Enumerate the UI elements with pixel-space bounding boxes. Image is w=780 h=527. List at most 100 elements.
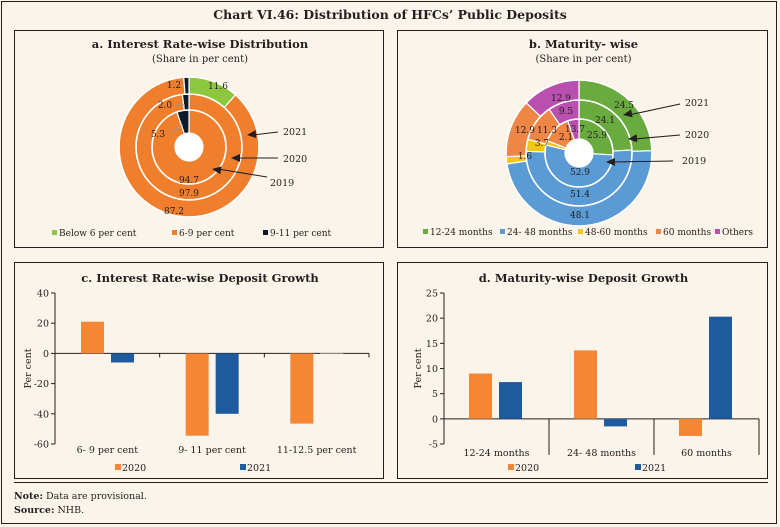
donut-slice-2021-9-11-per-cent <box>183 76 190 95</box>
bar-chart-c: c. Interest Rate-wise Deposit Growth 40 20… <box>23 271 370 474</box>
ring-pointer-2021 <box>628 103 681 116</box>
bar-2021-24-48-months <box>604 418 627 427</box>
leader-line <box>170 124 184 134</box>
data-label-2021-6-9-per-cent: 87.2 <box>164 207 184 217</box>
ring-label-2019: 2019 <box>682 156 706 167</box>
x-tick-label-9-11-per-cent: 9- 11 per cent <box>178 445 246 456</box>
legend-label-60-months: 60 months <box>663 228 711 238</box>
data-label-2019-24-48-months: 52.9 <box>570 168 590 178</box>
source-label: Source: <box>14 505 55 516</box>
arrowhead-2021 <box>623 109 633 118</box>
data-label-2021-24-48-months: 48.1 <box>570 211 590 221</box>
donut-hole <box>565 139 593 167</box>
donut-chart-a: a. Interest Rate-wise Distribution (Share… <box>52 37 331 239</box>
data-label-2021-48-60-months: 1.6 <box>518 152 533 162</box>
data-label-2021-12-24-months: 24.5 <box>614 101 634 111</box>
ring-separator <box>151 109 227 185</box>
data-label-2020-9-11-per-cent: 2.0 <box>158 101 173 111</box>
legend-label-2020: 2020 <box>515 463 539 474</box>
data-label-2021-9-11-per-cent: 1.2 <box>167 81 181 91</box>
y-axis-label: Per cent <box>23 348 34 388</box>
legend-label-2020: 2020 <box>122 463 146 474</box>
arrowhead-2019 <box>606 157 616 166</box>
donut-chart-b: b. Maturity- wise (Share in per cent) 24.5… <box>423 37 753 238</box>
bar-2020-12-24-months <box>469 373 492 419</box>
chart-subtitle: (Share in per cent) <box>152 54 248 65</box>
legend-swatch-2021 <box>240 464 246 470</box>
bar-2021-12-24-months <box>499 382 522 419</box>
legend-swatch-below-6-per-cent <box>52 230 57 235</box>
bar-2021-6-9-per-cent <box>111 353 134 363</box>
legend-swatch-2020 <box>115 464 121 470</box>
bar-2020-11-12-5-per-cent <box>290 353 314 424</box>
ring-pointer-2020 <box>633 134 681 140</box>
ring-pointer-2019 <box>611 160 674 163</box>
data-label-2019-6-9-per-cent: 94.7 <box>179 176 199 186</box>
y-axis-label: Per cent <box>413 348 424 388</box>
ring-pointer-2021 <box>252 131 279 136</box>
donut-hole <box>175 133 203 161</box>
ring-pointer-2019 <box>217 168 268 178</box>
chart-subtitle: (Share in per cent) <box>535 54 631 65</box>
data-label-2019-48-60-months: 2.1 <box>559 133 573 143</box>
y-tick-label: 20 <box>37 319 49 330</box>
ring-separator <box>525 99 633 207</box>
chart-title: d. Maturity-wise Deposit Growth <box>479 271 689 285</box>
legend-swatch-60-months <box>656 229 661 234</box>
ring-separator <box>118 76 260 218</box>
x-tick-label-11-12-5-per-cent: 11-12.5 per cent <box>277 445 357 456</box>
data-label-2020-12-24-months: 24.1 <box>595 116 615 126</box>
data-label-2021-others: 12.9 <box>551 94 571 104</box>
bar-2020-24-48-months <box>574 350 597 419</box>
legend-swatch-others <box>715 229 720 234</box>
y-tick-label: -20 <box>34 379 49 390</box>
x-tick-label-60-months: 60 months <box>681 448 732 459</box>
data-label-2019-60-months: 13.7 <box>565 125 585 135</box>
legend-label-9-11-per-cent: 9-11 per cent <box>270 229 331 239</box>
arrowhead-2020 <box>628 134 638 143</box>
arrowhead-2021 <box>247 130 257 139</box>
y-tick-label: 20 <box>426 314 438 325</box>
bar-2021-11-12-5-per-cent <box>320 353 344 355</box>
y-tick-label: -60 <box>34 440 49 451</box>
panel-maturity-distribution: b. Maturity- wise (Share in per cent) 24.5… <box>397 30 768 248</box>
chart-title: a. Interest Rate-wise Distribution <box>92 37 309 51</box>
bar-2020-60-months <box>679 418 702 436</box>
chart-title: b. Maturity- wise <box>529 37 638 51</box>
y-tick-label: 25 <box>426 289 438 300</box>
footnotes: Note: Data are provisional. Source: NHB. <box>14 490 147 518</box>
x-tick-label-24-48-months: 24- 48 months <box>567 448 636 459</box>
x-tick-label-6-9-per-cent: 6- 9 per cent <box>77 445 139 456</box>
legend-swatch-9-11-per-cent <box>263 230 268 235</box>
y-tick-label: 5 <box>432 389 438 400</box>
arrowhead-2020 <box>231 154 240 162</box>
legend-swatch-2020 <box>508 464 514 470</box>
note-line: Note: Data are provisional. <box>14 490 147 504</box>
legend-label-48-60-months: 48-60 months <box>585 228 648 238</box>
data-label-2020-48-60-months: 3.7 <box>535 139 550 149</box>
bar-2021-60-months <box>709 316 732 419</box>
bar-2020-9-11-per-cent <box>185 353 209 436</box>
data-label-2021-below-6-per-cent: 11.6 <box>208 82 228 92</box>
legend-label-others: Others <box>722 228 753 238</box>
data-label-2020-24-48-months: 51.4 <box>570 190 590 200</box>
legend-swatch-48-60-months <box>578 229 583 234</box>
ring-separator <box>544 118 614 188</box>
bar-2021-9-11-per-cent <box>215 353 239 414</box>
legend-label-2021: 2021 <box>247 463 271 474</box>
note-text: Data are provisional. <box>46 491 147 502</box>
y-tick-label: -40 <box>34 409 49 420</box>
legend-label-6-9-per-cent: 6-9 per cent <box>179 229 235 239</box>
y-tick-label: 40 <box>37 289 49 300</box>
ring-label-2020: 2020 <box>685 130 709 141</box>
ring-separator <box>505 79 653 227</box>
y-tick-label: 0 <box>432 414 438 425</box>
legend-swatch-2021 <box>635 464 641 470</box>
legend-label-24-48-months: 24- 48 months <box>507 228 573 238</box>
data-label-2019-9-11-per-cent: 5.3 <box>151 130 166 140</box>
legend-label-below-6-per-cent: Below 6 per cent <box>59 229 137 239</box>
y-tick-label: 10 <box>426 364 438 375</box>
data-label-2020-6-9-per-cent: 97.9 <box>179 189 199 199</box>
legend-label-12-24-months: 12-24 months <box>430 228 493 238</box>
legend-label-2021: 2021 <box>642 463 666 474</box>
